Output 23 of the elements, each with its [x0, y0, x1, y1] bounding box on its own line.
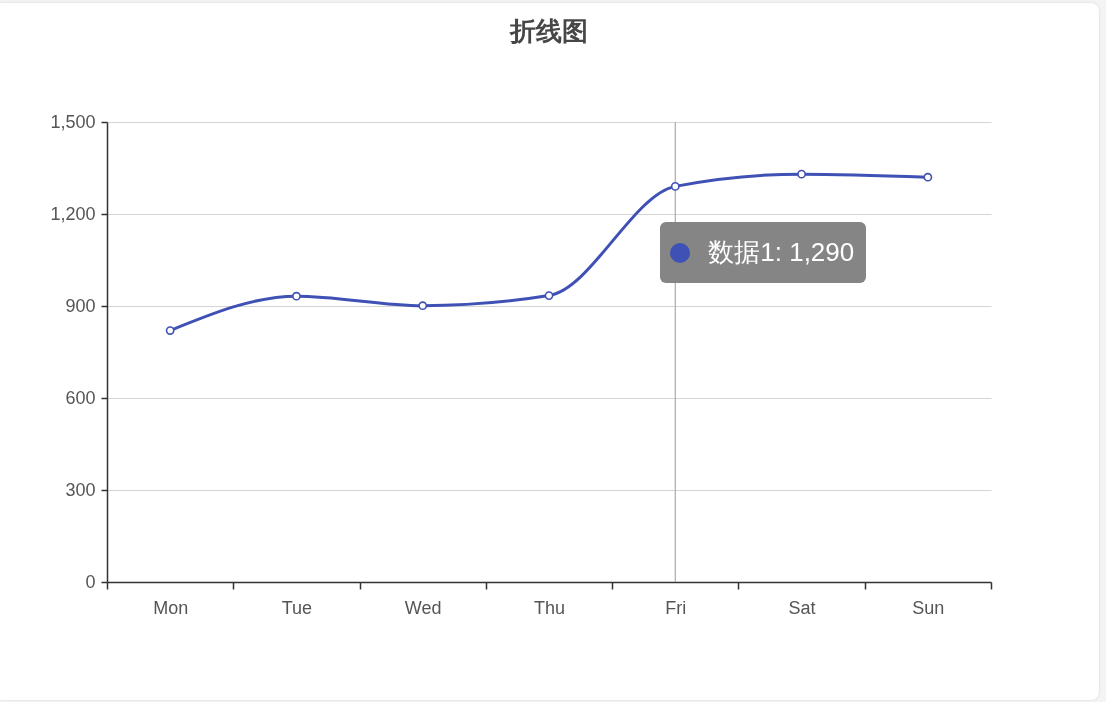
point	[165, 326, 175, 335]
tooltip-panel: 数据1: 1,290	[660, 222, 867, 284]
point	[544, 291, 554, 300]
x-tick-label: Sun	[912, 597, 945, 618]
y-tick-label: 600	[65, 387, 96, 408]
x-tick-label: Wed	[404, 597, 442, 618]
x-tick-label: Mon	[153, 597, 189, 618]
x-tick-label: Sat	[788, 597, 816, 618]
y-tick-label: 300	[65, 479, 96, 500]
y-tick-label: 0	[85, 571, 96, 592]
chart-title: 折线图	[509, 16, 588, 46]
x-tick-label: Fri	[665, 597, 687, 618]
point	[797, 169, 806, 179]
x-tick-label: Thu	[533, 597, 566, 618]
point	[418, 301, 428, 311]
annotation: 数据1: 1,290	[708, 236, 855, 270]
y-tick-label: 900	[65, 295, 96, 316]
point	[292, 291, 301, 301]
y-tick-label: 1,200	[50, 203, 96, 224]
x-tick-label: Tue	[281, 597, 313, 618]
y-tick-label: 1,500	[50, 111, 96, 132]
point	[670, 182, 680, 191]
point	[923, 172, 933, 182]
